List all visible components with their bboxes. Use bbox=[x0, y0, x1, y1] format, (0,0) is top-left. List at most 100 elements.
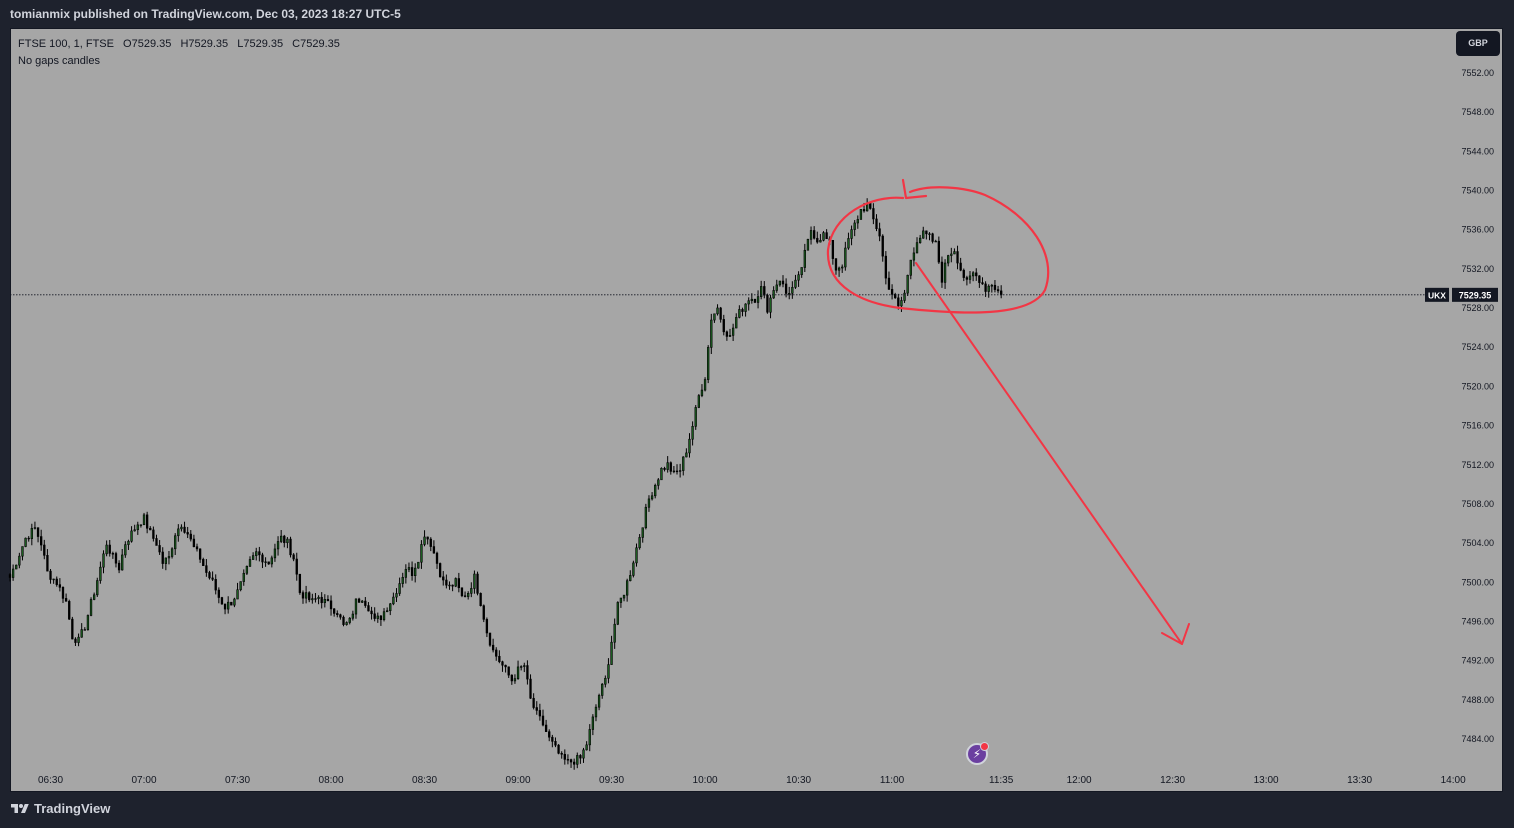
candle-down bbox=[261, 554, 264, 563]
candle-up bbox=[588, 729, 591, 746]
candle-down bbox=[675, 470, 679, 473]
candle-down bbox=[214, 579, 217, 591]
candle-down bbox=[326, 598, 330, 602]
candle-up bbox=[124, 544, 127, 556]
candle-down bbox=[205, 565, 208, 573]
candle-down bbox=[460, 587, 464, 597]
candle-down bbox=[560, 752, 563, 755]
candle-up bbox=[248, 559, 252, 567]
candle-down bbox=[111, 553, 115, 555]
candle-up bbox=[77, 636, 80, 643]
flash-icon[interactable]: ⚡ bbox=[966, 742, 989, 765]
candle-up bbox=[707, 347, 710, 380]
candle-down bbox=[445, 579, 448, 586]
candle-up bbox=[672, 470, 676, 473]
candle-up bbox=[747, 300, 750, 305]
candle-down bbox=[64, 598, 68, 602]
candle-up bbox=[597, 695, 601, 708]
candle-up bbox=[30, 528, 33, 539]
y-tick-label: 7484.00 bbox=[1461, 734, 1494, 744]
candle-down bbox=[27, 537, 30, 540]
candle-down bbox=[962, 269, 965, 278]
candle-down bbox=[83, 629, 86, 631]
candle-down bbox=[937, 240, 940, 263]
candle-up bbox=[142, 514, 146, 526]
currency-button[interactable]: GBP bbox=[1456, 31, 1500, 56]
legend-close: C7529.35 bbox=[292, 38, 340, 50]
candle-up bbox=[856, 219, 859, 224]
x-tick-label: 10:00 bbox=[693, 775, 718, 786]
y-tick-label: 7488.00 bbox=[1461, 695, 1494, 705]
x-tick-label: 09:00 bbox=[506, 775, 531, 786]
candle-up bbox=[756, 296, 760, 303]
candle-down bbox=[741, 309, 744, 312]
legend-candle-mode: No gaps candles bbox=[18, 55, 100, 67]
candle-up bbox=[738, 309, 741, 318]
candle-down bbox=[784, 283, 788, 294]
candle-up bbox=[841, 266, 844, 269]
candle-up bbox=[819, 239, 822, 243]
y-tick-label: 7508.00 bbox=[1461, 499, 1494, 509]
top-bar: tomianmix published on TradingView.com, … bbox=[0, 0, 1514, 28]
candle-up bbox=[928, 233, 931, 235]
candle-up bbox=[96, 580, 99, 596]
candle-down bbox=[875, 218, 878, 230]
candle-up bbox=[582, 749, 585, 759]
candle-up bbox=[174, 535, 177, 550]
y-tick-label: 7504.00 bbox=[1461, 538, 1494, 548]
notification-dot-icon bbox=[980, 742, 989, 751]
candle-up bbox=[130, 530, 133, 542]
candle-up bbox=[80, 629, 83, 638]
candle-down bbox=[498, 655, 501, 663]
candle-down bbox=[68, 601, 71, 620]
candle-down bbox=[43, 544, 46, 556]
candle-up bbox=[473, 573, 476, 589]
candle-down bbox=[58, 584, 62, 588]
candle-up bbox=[953, 251, 956, 255]
candle-down bbox=[872, 208, 875, 220]
x-tick-label: 13:30 bbox=[1347, 775, 1372, 786]
last-price-label: 7529.35 bbox=[1459, 290, 1492, 300]
candle-up bbox=[92, 594, 96, 600]
candle-down bbox=[978, 275, 981, 283]
candle-up bbox=[33, 527, 37, 529]
candle-down bbox=[202, 559, 205, 566]
candle-down bbox=[357, 598, 361, 603]
candle-down bbox=[155, 538, 158, 546]
candle-down bbox=[881, 235, 884, 257]
candle-up bbox=[772, 290, 775, 299]
candle-up bbox=[660, 467, 663, 481]
candle-down bbox=[438, 563, 442, 578]
candle-down bbox=[719, 307, 722, 320]
candle-up bbox=[760, 286, 763, 297]
candle-up bbox=[632, 562, 635, 576]
candle-up bbox=[641, 527, 644, 538]
candle-up bbox=[414, 567, 417, 577]
candle-down bbox=[541, 715, 545, 726]
candle-down bbox=[897, 297, 900, 307]
chart-pane[interactable] bbox=[10, 28, 1503, 792]
y-tick-label: 7540.00 bbox=[1461, 186, 1494, 196]
candle-down bbox=[984, 283, 987, 292]
candle-down bbox=[192, 538, 196, 548]
candle-down bbox=[781, 280, 785, 285]
candle-up bbox=[850, 229, 853, 239]
candle-up bbox=[513, 678, 517, 682]
candle-up bbox=[18, 555, 21, 566]
candle-up bbox=[280, 535, 283, 542]
candle-up bbox=[657, 479, 660, 486]
candle-up bbox=[242, 572, 245, 582]
candle-up bbox=[167, 556, 171, 559]
candle-up bbox=[731, 327, 735, 336]
candle-down bbox=[894, 294, 897, 299]
legend-symbol[interactable]: FTSE 100, 1, FTSE bbox=[18, 38, 114, 50]
candle-up bbox=[389, 603, 392, 612]
x-tick-label: 12:30 bbox=[1160, 775, 1185, 786]
candle-down bbox=[566, 759, 570, 761]
candle-down bbox=[510, 674, 513, 682]
candle-up bbox=[86, 615, 90, 631]
candle-up bbox=[286, 538, 289, 544]
candle-down bbox=[557, 744, 560, 754]
candle-up bbox=[21, 546, 24, 557]
